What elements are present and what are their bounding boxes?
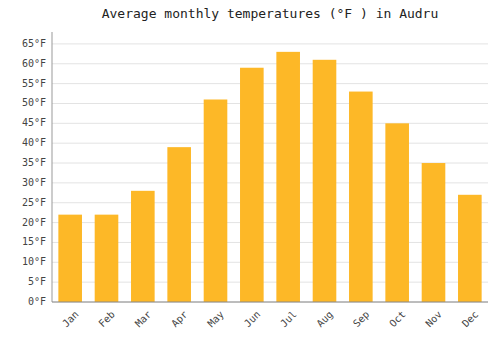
bar: [458, 195, 482, 302]
bar: [385, 123, 409, 302]
y-tick-label: 25°F: [22, 197, 46, 208]
x-tick-label: Dec: [460, 309, 481, 330]
x-tick-label: Jan: [60, 309, 81, 330]
x-tick-label: Apr: [169, 309, 190, 330]
y-tick-label: 10°F: [22, 256, 46, 267]
x-axis-line: [52, 302, 488, 303]
y-tick-label: 40°F: [22, 137, 46, 148]
bar: [276, 52, 300, 302]
bar: [240, 68, 264, 302]
bar: [95, 215, 119, 302]
title: Average monthly temperatures (°F ) in Au…: [102, 6, 439, 21]
x-tick-label: Sep: [351, 309, 372, 330]
bar: [313, 60, 337, 302]
grid-line: [52, 123, 488, 124]
x-tick-label: Jul: [278, 309, 299, 330]
x-tick-label: Nov: [423, 309, 444, 330]
y-tick-label: 15°F: [22, 236, 46, 247]
y-tick-label: 30°F: [22, 177, 46, 188]
y-tick-label: 35°F: [22, 157, 46, 168]
bar: [167, 147, 191, 302]
y-axis-line: [52, 32, 53, 302]
grid-line: [52, 43, 488, 44]
y-tick-label: 45°F: [22, 117, 46, 128]
x-tick-label: May: [205, 309, 226, 330]
y-tick-label: 60°F: [22, 58, 46, 69]
bars: [58, 52, 481, 302]
y-tick-label: 0°F: [28, 296, 46, 307]
y-tick-label: 20°F: [22, 217, 46, 228]
grid-line: [52, 63, 488, 64]
y-tick-label: 50°F: [22, 97, 46, 108]
y-tick-label: 55°F: [22, 78, 46, 89]
bar: [204, 100, 228, 303]
bar: [422, 163, 446, 302]
grid-line: [52, 143, 488, 144]
y-tick-label: 65°F: [22, 38, 46, 49]
bar: [131, 191, 155, 302]
x-tick-label: Jun: [242, 309, 263, 330]
x-tick-label: Feb: [96, 309, 117, 330]
chart: 0°F 5°F 10°F 15°F 20°F 25°F 30°F 35°F 40°F 45°F 50…: [0, 0, 500, 350]
bar: [349, 92, 373, 302]
y-tick-label: 5°F: [28, 276, 46, 287]
grid: [52, 44, 488, 302]
grid-line: [52, 302, 488, 303]
x-tick-label: Mar: [133, 309, 154, 330]
x-tick-label: Aug: [314, 309, 335, 330]
grid-line: [52, 83, 488, 84]
bar: [58, 215, 82, 302]
grid-line: [52, 103, 488, 104]
x-tick-label: Oct: [387, 309, 408, 330]
